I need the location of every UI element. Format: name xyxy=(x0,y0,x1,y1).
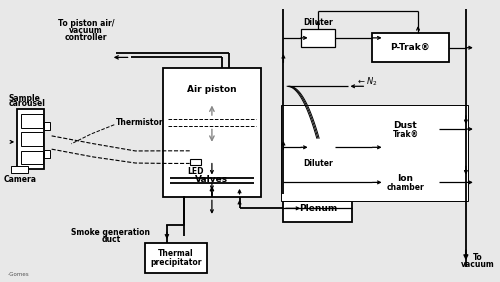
Text: Diluter: Diluter xyxy=(303,159,333,168)
Text: controller: controller xyxy=(65,33,108,42)
Text: vacuum: vacuum xyxy=(70,26,103,35)
Bar xyxy=(10,166,28,173)
Bar xyxy=(44,122,50,130)
Text: $\leftarrow N_2$: $\leftarrow N_2$ xyxy=(356,76,378,88)
Text: Diluter: Diluter xyxy=(303,18,333,27)
Text: Valves: Valves xyxy=(196,175,228,184)
Bar xyxy=(284,194,352,222)
Text: Trak®: Trak® xyxy=(392,130,418,139)
Bar xyxy=(300,138,335,157)
Text: Ion: Ion xyxy=(398,174,413,183)
Bar xyxy=(146,243,207,273)
Text: To: To xyxy=(474,253,483,262)
Text: chamber: chamber xyxy=(386,183,424,192)
Text: Thermal: Thermal xyxy=(158,249,194,258)
Bar xyxy=(17,109,44,169)
Bar xyxy=(162,68,261,197)
Text: P-Trak®: P-Trak® xyxy=(390,43,430,52)
Bar xyxy=(300,29,335,47)
Text: carousel: carousel xyxy=(8,99,46,108)
Bar xyxy=(20,151,43,164)
Text: duct: duct xyxy=(101,235,120,244)
Bar xyxy=(281,105,468,201)
Bar xyxy=(372,168,439,197)
Text: Thermistor: Thermistor xyxy=(116,118,164,127)
Bar xyxy=(20,132,43,146)
Text: Air piston: Air piston xyxy=(187,85,236,94)
Bar xyxy=(372,33,448,62)
Text: vacuum: vacuum xyxy=(462,260,495,269)
Text: To piston air/: To piston air/ xyxy=(58,19,114,28)
Text: LED: LED xyxy=(187,168,204,176)
Text: precipitator: precipitator xyxy=(150,258,202,267)
Text: Dust: Dust xyxy=(394,121,417,130)
Text: Camera: Camera xyxy=(4,175,37,184)
Text: Sample: Sample xyxy=(8,94,40,103)
Text: -Gomes: -Gomes xyxy=(8,272,29,277)
Bar xyxy=(372,114,439,144)
Bar xyxy=(20,114,43,127)
Bar xyxy=(190,159,200,165)
Text: Plenum: Plenum xyxy=(299,204,337,213)
Bar xyxy=(44,150,50,158)
Text: Smoke generation: Smoke generation xyxy=(72,228,150,237)
